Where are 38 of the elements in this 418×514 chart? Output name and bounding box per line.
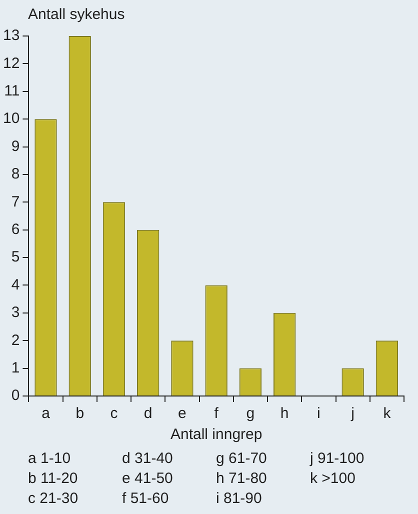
x-tick-label: c (110, 405, 118, 422)
y-tick-label: 4 (11, 276, 20, 294)
y-tick-label: 5 (11, 248, 20, 266)
x-tick-label: f (214, 405, 220, 422)
text: e 41-50 (122, 470, 174, 489)
text: i 81-90 (216, 490, 263, 509)
y-tick-label: 6 (11, 220, 20, 238)
y-tick-label: 0 (11, 387, 20, 404)
text: b 11-20 (28, 470, 79, 489)
y-tick-label: 11 (4, 82, 20, 100)
text: h 71-80 (216, 470, 268, 489)
text: g 61-70 (216, 450, 268, 469)
x-tick-label: b (76, 405, 84, 422)
text: a 1-10 (28, 450, 72, 469)
x-tick-label: d (144, 405, 152, 422)
y-tick-label: 9 (11, 138, 20, 155)
text: c 21-30 (28, 490, 80, 509)
y-tick-label: 13 (2, 27, 20, 44)
y-tick-label: 10 (2, 110, 20, 128)
text: j 91-100 (310, 450, 366, 469)
x-tick-label: k (383, 405, 392, 422)
x-axis-title: Antall inngrep (170, 426, 262, 444)
y-tick-label: 1 (11, 359, 20, 376)
text: d 31-40 (122, 450, 174, 469)
y-tick-label: 8 (11, 166, 20, 183)
x-tick-label: g (246, 405, 255, 422)
y-tick-label: 7 (11, 193, 20, 210)
y-axis-title: Antall sykehus (28, 6, 125, 23)
y-tick-label: 12 (2, 54, 20, 72)
x-tick-label: i (317, 405, 320, 422)
x-tick-label: e (178, 405, 186, 422)
x-tick-label: j (350, 405, 354, 422)
y-tick-label: 2 (11, 332, 20, 349)
x-tick-label: a (42, 405, 51, 422)
text: k >100 (310, 470, 356, 489)
text: f 51-60 (122, 490, 170, 509)
x-tick-label: h (280, 405, 289, 422)
y-tick-label: 3 (11, 304, 20, 322)
